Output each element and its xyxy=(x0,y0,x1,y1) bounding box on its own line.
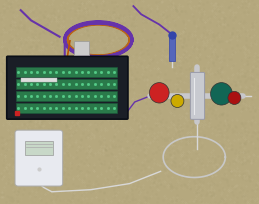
Ellipse shape xyxy=(149,83,169,103)
Ellipse shape xyxy=(211,83,232,105)
Bar xyxy=(16,79,117,89)
Bar xyxy=(74,41,89,55)
Bar xyxy=(16,91,117,101)
Bar xyxy=(16,67,117,76)
FancyBboxPatch shape xyxy=(7,56,128,119)
FancyBboxPatch shape xyxy=(15,130,63,186)
Bar xyxy=(25,141,53,155)
FancyBboxPatch shape xyxy=(190,72,205,119)
Bar xyxy=(21,78,57,82)
Ellipse shape xyxy=(171,94,184,108)
Bar xyxy=(169,37,175,61)
Bar xyxy=(16,103,117,113)
Ellipse shape xyxy=(228,91,241,104)
